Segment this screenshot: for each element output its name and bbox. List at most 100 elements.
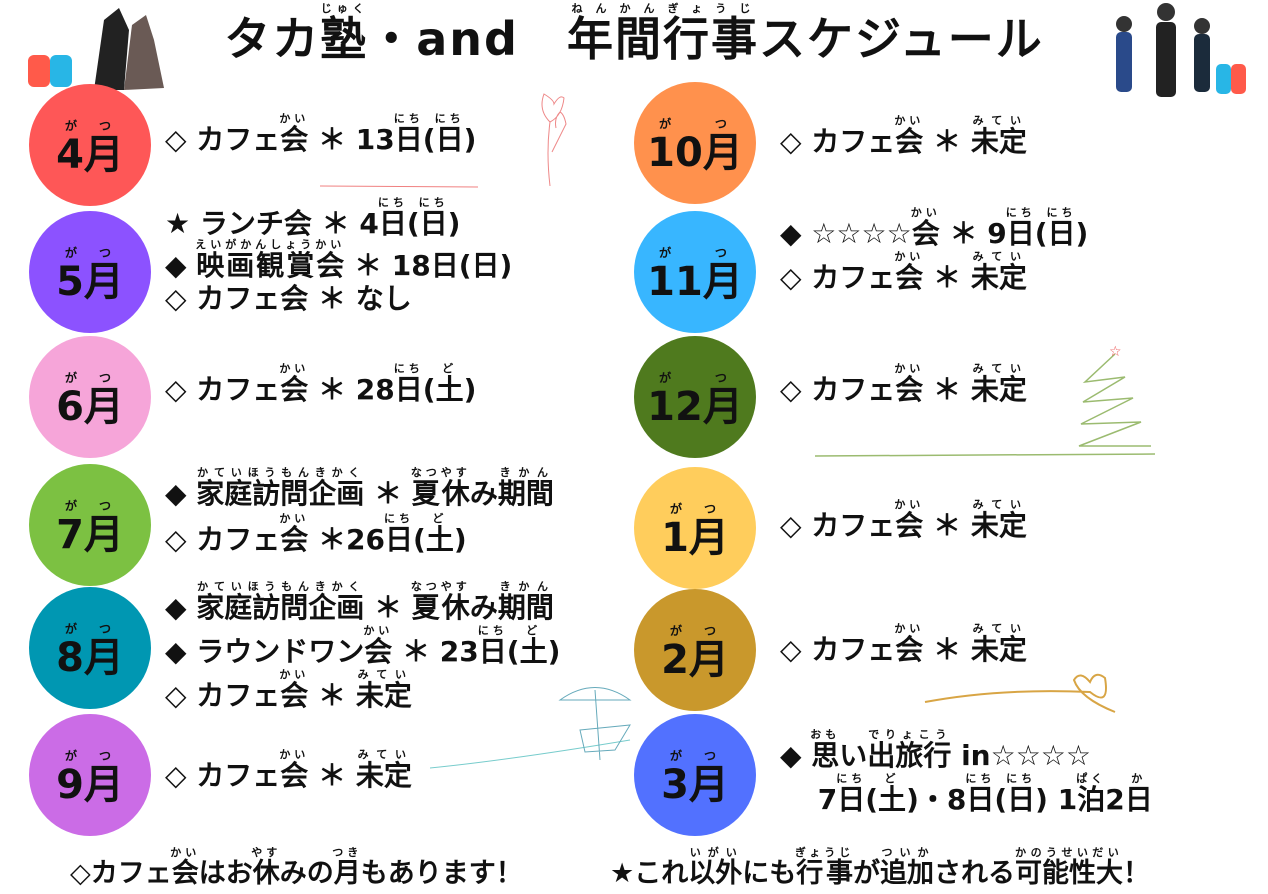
furigana: かい	[279, 362, 310, 375]
text-segment: ・and	[368, 12, 567, 66]
text-segment: (	[413, 523, 426, 556]
text-segment: )	[453, 523, 467, 556]
ruby-base: 日	[377, 207, 408, 240]
text-segment: み	[469, 477, 498, 510]
furigana: にち	[418, 196, 449, 209]
event-line: ◇ カフェ会かい ＊ 未定みてい	[780, 362, 1027, 406]
month-label: 5月	[56, 259, 124, 305]
heart-line-drawing	[924, 673, 1116, 713]
ruby-base: 会	[894, 261, 925, 294]
furigana: がつ	[56, 499, 124, 513]
ruby-base: 会	[894, 373, 925, 406]
month-badge: 1月がつ	[634, 467, 756, 589]
text-segment: (	[506, 635, 520, 668]
text-segment: スケジュール	[758, 12, 1044, 66]
ruby-base: 行事	[794, 858, 855, 889]
furigana: かい	[363, 624, 394, 637]
ruby-text: 行事ぎょうじ	[663, 2, 759, 66]
ruby-text: 土ど	[426, 512, 454, 556]
ruby-text: 会かい	[279, 512, 309, 556]
furigana: ぎょうじ	[662, 2, 759, 15]
furigana: にち	[477, 624, 508, 637]
text-segment: が	[852, 858, 880, 889]
furigana: がつ	[56, 246, 124, 260]
event-line: 7日にち(土ど)・8日にち(日にち) 1泊ぱく2日か	[780, 772, 1153, 816]
ruby-base: 夏休	[410, 477, 471, 510]
text-segment: ◇ カフェ	[165, 759, 281, 792]
text-segment: ◇ カフェ	[165, 679, 281, 712]
ruby-base: 未定	[355, 759, 412, 792]
ruby-text: 思おも	[810, 728, 841, 772]
furigana: かい	[279, 512, 310, 525]
text-segment: )	[463, 373, 477, 406]
ruby-text: 土ど	[436, 362, 464, 406]
text-segment: ＊	[923, 373, 971, 406]
ruby-text: 会かい	[894, 250, 925, 294]
ruby-base: 日	[384, 523, 415, 556]
ruby-base: 未定	[970, 633, 1027, 666]
text-segment: ★ ランチ会 ＊ 4	[165, 207, 379, 240]
text-segment: ◇ カフェ	[780, 125, 896, 158]
furigana: なつやす	[410, 466, 471, 479]
furigana: かい	[279, 112, 310, 125]
event-line: ◇ カフェ会かい ＊ 未定みてい	[780, 250, 1027, 294]
furigana: ついか	[879, 846, 934, 859]
month-label: 12月	[647, 384, 743, 430]
ruby-base: 以外	[688, 858, 743, 889]
furigana: みてい	[970, 114, 1027, 127]
ruby-text: 日にち	[1006, 206, 1036, 250]
ruby-text: 日にち	[419, 196, 449, 240]
ruby-text: 未定みてい	[356, 668, 412, 712]
furigana: がつ	[56, 371, 124, 385]
ruby-text: 映画観賞会えいがかんしょうかい	[195, 238, 345, 282]
text-segment: )	[447, 207, 461, 240]
month-badge: 6月がつ	[29, 336, 151, 458]
ruby-base: 会	[894, 509, 925, 542]
text-segment: (	[422, 123, 436, 156]
text-segment: ) 1	[1035, 783, 1078, 816]
furigana: おも	[810, 728, 841, 741]
text-segment: にも	[742, 858, 797, 889]
text-segment: ＊	[364, 591, 412, 624]
furigana: ど	[878, 772, 907, 785]
text-segment: ★これ	[610, 858, 689, 889]
ruby-text: 未定みてい	[970, 622, 1027, 666]
text-segment: ＊	[364, 477, 412, 510]
furigana: にち	[1006, 772, 1037, 785]
furigana: えいがかんしょうかい	[195, 238, 346, 251]
furigana: にち	[434, 112, 465, 125]
ruby-text: 行事ぎょうじ	[794, 846, 855, 889]
text-segment: (	[994, 783, 1008, 816]
ruby-text: 会かい	[894, 362, 925, 406]
furigana: なつやす	[410, 580, 471, 593]
furigana: ど	[425, 512, 454, 525]
ruby-text: 期間きかん	[498, 466, 554, 510]
ruby-text: 未定みてい	[971, 114, 1027, 158]
event-line: ◆ ☆☆☆☆会かい ＊ 9日にち(日にち)	[780, 206, 1088, 250]
text-segment: (	[406, 207, 420, 240]
ruby-base: 日	[965, 783, 996, 816]
ruby-base: 思	[810, 739, 841, 772]
event-line: ★ ランチ会 ＊ 4日にち(日にち)	[165, 196, 461, 240]
ruby-text: 会かい	[894, 498, 925, 542]
furigana: みてい	[970, 250, 1027, 263]
ruby-base: 期間	[497, 591, 554, 624]
ruby-text: 日にち	[965, 772, 996, 816]
text-segment: ◆ ラウンドワン	[165, 635, 365, 668]
event-line: ◇ カフェ会かい ＊ 13日にち(日にち)	[165, 112, 476, 156]
ruby-text: 夏休なつやす	[411, 580, 471, 624]
ruby-text: 日か	[1125, 772, 1153, 816]
text-segment: ◆	[165, 591, 197, 624]
ruby-base: 土	[878, 783, 907, 816]
ruby-base: 出旅行	[867, 739, 952, 772]
ruby-base: 未定	[970, 373, 1027, 406]
text-segment: )	[463, 123, 477, 156]
ruby-text: 月つき	[332, 846, 362, 889]
ruby-base: 家庭訪問企画	[196, 477, 365, 510]
text-segment: ＊	[923, 261, 971, 294]
tulip-drawing	[320, 185, 479, 188]
event-line: ◆ 家庭訪問企画かていほうもんきかく ＊ 夏休なつやすみ期間きかん	[165, 580, 554, 624]
ruby-base: 会	[894, 633, 925, 666]
ruby-text: 以外いがい	[688, 846, 743, 889]
event-line: ◇ カフェ会かい ＊ 未定みてい	[165, 748, 412, 792]
